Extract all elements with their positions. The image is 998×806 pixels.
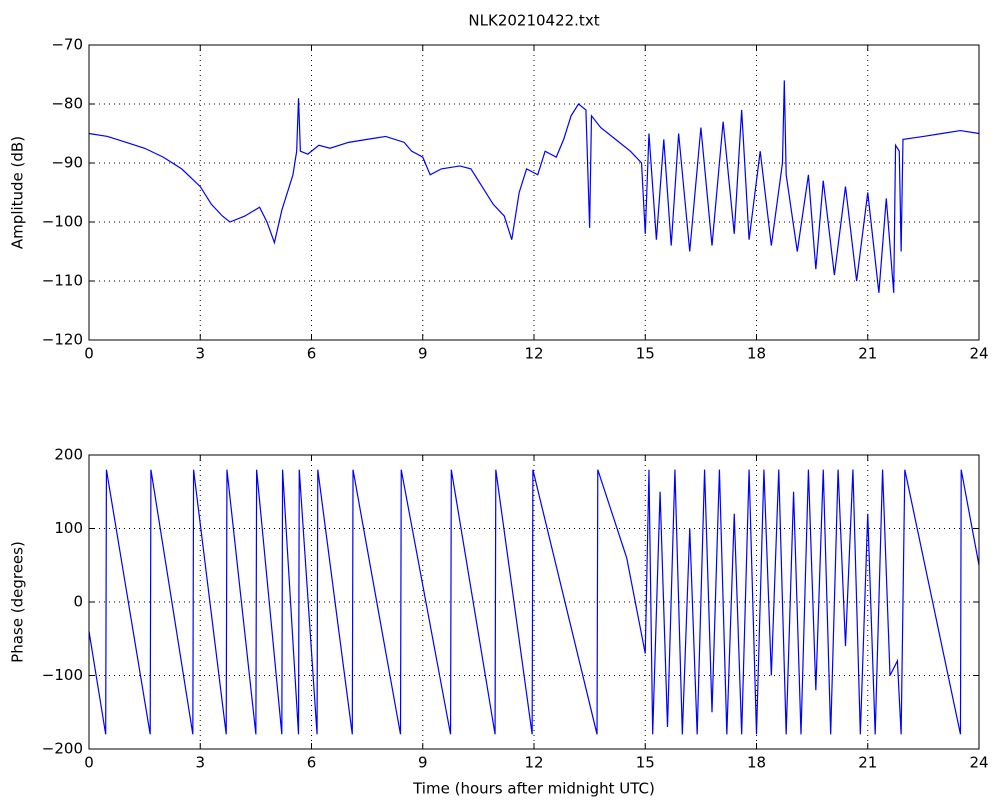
x-tick-label: 3 [195, 345, 205, 363]
x-tick-label: 9 [418, 345, 428, 363]
data-line [88, 80, 980, 293]
y-tick-label: −80 [51, 95, 83, 113]
x-tick-label: 15 [636, 754, 655, 772]
x-tick-label: 15 [636, 345, 655, 363]
x-tick-label: 6 [307, 754, 317, 772]
y-tick-label: −70 [51, 36, 83, 54]
x-tick-label: 9 [418, 754, 428, 772]
data-line [88, 469, 980, 735]
x-tick-label: 0 [84, 754, 94, 772]
y-tick-label: −120 [42, 331, 83, 349]
y-tick-label: −90 [51, 154, 83, 172]
y-axis-label: Phase (degrees) [9, 541, 27, 663]
y-tick-label: −110 [42, 272, 83, 290]
x-axis-label: Time (hours after midnight UTC) [412, 780, 655, 798]
x-tick-label: 6 [307, 345, 317, 363]
y-axis-label: Amplitude (dB) [9, 136, 27, 249]
chart-title: NLK20210422.txt [468, 12, 599, 30]
axes-box [88, 44, 980, 341]
x-tick-label: 24 [969, 345, 988, 363]
y-tick-label: 100 [54, 519, 83, 537]
x-tick-label: 12 [524, 754, 543, 772]
x-tick-label: 3 [195, 754, 205, 772]
x-tick-label: 21 [858, 345, 877, 363]
x-tick-label: 12 [524, 345, 543, 363]
x-tick-label: 18 [747, 345, 766, 363]
x-tick-label: 24 [969, 754, 988, 772]
x-tick-label: 0 [84, 345, 94, 363]
y-tick-label: 0 [73, 593, 83, 611]
y-tick-label: −100 [42, 213, 83, 231]
y-tick-label: −200 [42, 740, 83, 758]
x-tick-label: 21 [858, 754, 877, 772]
axes-box [88, 454, 980, 750]
x-tick-label: 18 [747, 754, 766, 772]
y-tick-label: −100 [42, 666, 83, 684]
y-tick-label: 200 [54, 446, 83, 464]
